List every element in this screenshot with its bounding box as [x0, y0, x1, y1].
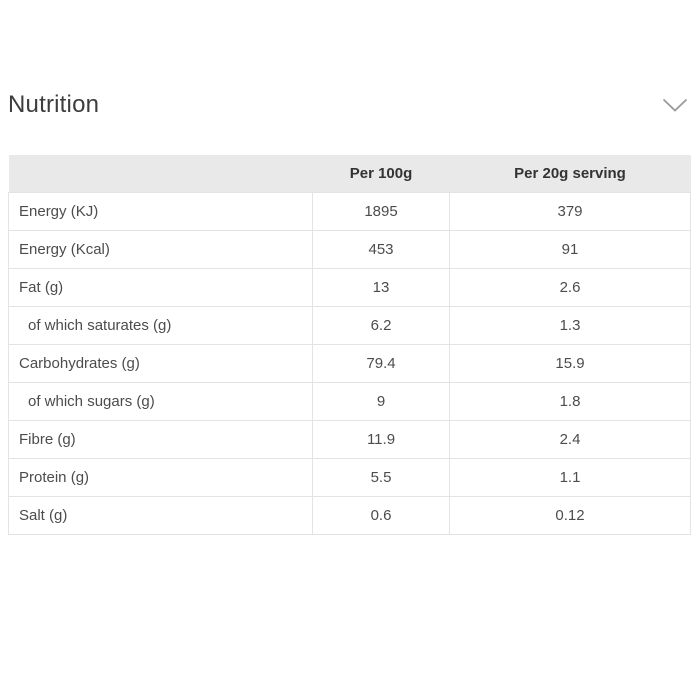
nutrition-accordion-header[interactable]: Nutrition [8, 90, 690, 120]
column-header-blank [8, 155, 313, 193]
nutrient-label: Fat (g) [8, 268, 313, 307]
value-per-100g: 13 [312, 268, 450, 307]
table-row: Fibre (g) 11.9 2.4 [8, 420, 691, 459]
nutrient-label: of which saturates (g) [8, 306, 313, 345]
value-per-serving: 1.3 [449, 306, 691, 345]
nutrient-label: Salt (g) [8, 496, 313, 535]
value-per-serving: 1.1 [449, 458, 691, 497]
value-per-serving: 15.9 [449, 344, 691, 383]
table-row: Carbohydrates (g) 79.4 15.9 [8, 344, 691, 383]
table-row: Protein (g) 5.5 1.1 [8, 458, 691, 497]
value-per-serving: 2.6 [449, 268, 691, 307]
nutrient-label: Fibre (g) [8, 420, 313, 459]
value-per-100g: 9 [312, 382, 450, 421]
nutrition-table: Per 100g Per 20g serving Energy (KJ) 189… [8, 155, 691, 535]
table-row: Salt (g) 0.6 0.12 [8, 496, 691, 535]
table-row: Energy (Kcal) 453 91 [8, 230, 691, 269]
column-header-per-serving: Per 20g serving [449, 155, 691, 193]
value-per-serving: 1.8 [449, 382, 691, 421]
table-row: of which sugars (g) 9 1.8 [8, 382, 691, 421]
table-row: Energy (KJ) 1895 379 [8, 192, 691, 231]
table-header-row: Per 100g Per 20g serving [8, 155, 691, 193]
nutrition-table-body: Energy (KJ) 1895 379 Energy (Kcal) 453 9… [8, 192, 691, 535]
value-per-serving: 91 [449, 230, 691, 269]
chevron-down-icon[interactable] [662, 98, 688, 113]
value-per-100g: 11.9 [312, 420, 450, 459]
value-per-100g: 6.2 [312, 306, 450, 345]
value-per-100g: 5.5 [312, 458, 450, 497]
value-per-serving: 2.4 [449, 420, 691, 459]
value-per-serving: 379 [449, 192, 691, 231]
value-per-100g: 79.4 [312, 344, 450, 383]
nutrient-label: Carbohydrates (g) [8, 344, 313, 383]
value-per-100g: 0.6 [312, 496, 450, 535]
value-per-serving: 0.12 [449, 496, 691, 535]
nutrient-label: of which sugars (g) [8, 382, 313, 421]
value-per-100g: 1895 [312, 192, 450, 231]
nutrient-label: Energy (KJ) [8, 192, 313, 231]
table-row: of which saturates (g) 6.2 1.3 [8, 306, 691, 345]
section-title: Nutrition [8, 91, 100, 118]
column-header-per-100g: Per 100g [312, 155, 450, 193]
value-per-100g: 453 [312, 230, 450, 269]
table-row: Fat (g) 13 2.6 [8, 268, 691, 307]
nutrient-label: Protein (g) [8, 458, 313, 497]
nutrient-label: Energy (Kcal) [8, 230, 313, 269]
